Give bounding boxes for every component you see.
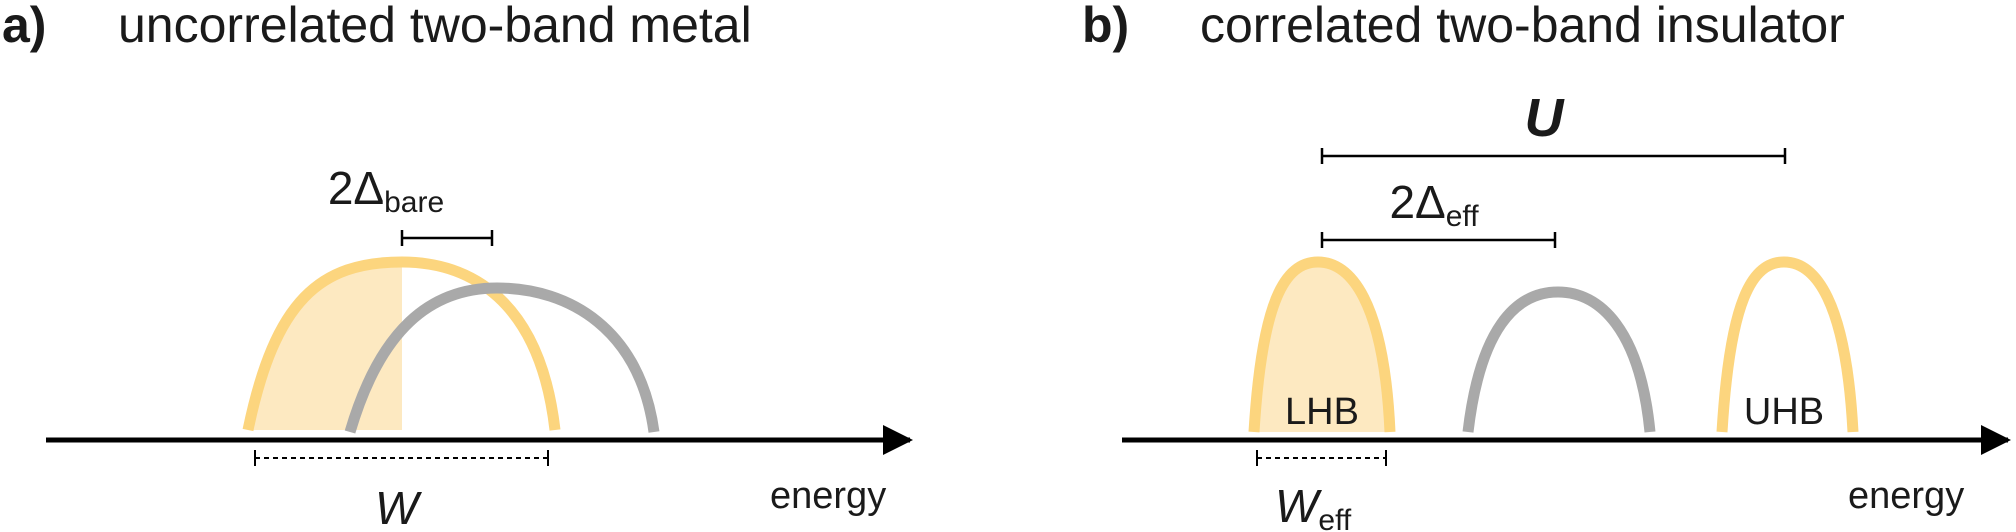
panel-a-axis-label: energy — [770, 475, 886, 517]
panel-b-uhb-label: UHB — [1744, 391, 1824, 433]
panel-b-lhb-fill — [1254, 262, 1390, 432]
panel-b-lhb-label: LHB — [1285, 391, 1359, 433]
panel-b-lhb-band — [1248, 256, 1396, 433]
panel-a-gap-dimension — [400, 230, 494, 246]
panel-a-gap-label: 2Δbare — [328, 162, 444, 219]
panel-b-letter: b) — [1082, 0, 1129, 53]
panel-b-gray-band — [1462, 286, 1656, 433]
panel-b-axis-label: energy — [1848, 475, 1964, 517]
panel-b-title: correlated two-band insulator — [1200, 0, 1845, 53]
panel-a-letter: a) — [2, 0, 46, 53]
panel-a-width-label: W — [375, 482, 423, 532]
panel-b-gap-dimension — [1320, 232, 1557, 248]
panel-b-width-label: Weff — [1275, 480, 1352, 532]
panel-a-title: uncorrelated two-band metal — [118, 0, 752, 53]
panel-a-yellow-band — [242, 256, 561, 432]
panel-a-width-dimension — [254, 450, 549, 466]
panel-b-gap-label: 2Δeff — [1389, 176, 1479, 233]
panel-b-interaction-label: U — [1525, 88, 1566, 148]
panel-b-uhb-band — [1716, 256, 1859, 433]
panel-a-gray-band — [344, 282, 660, 434]
panel-b-interaction-dimension — [1320, 148, 1787, 164]
panel-a: a) uncorrelated two-band metal 2Δbare en… — [2, 0, 913, 532]
panel-b: b) correlated two-band insulator U 2Δeff… — [1082, 0, 2011, 532]
panel-b-width-dimension — [1256, 450, 1387, 466]
